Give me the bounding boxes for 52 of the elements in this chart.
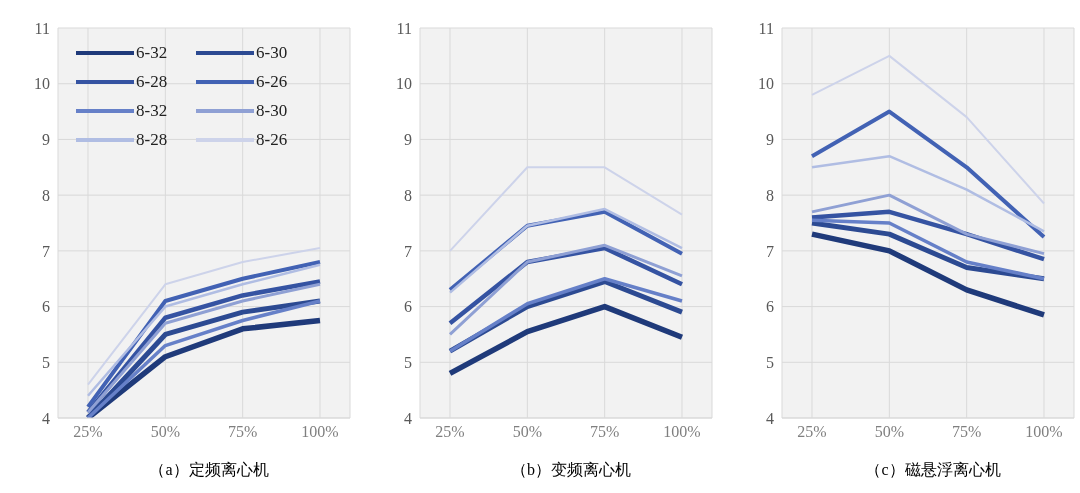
- line-series: [810, 109, 1046, 239]
- y-tick-label: 4: [766, 409, 774, 427]
- x-tick-label: 75%: [590, 423, 620, 441]
- legend-label: 6-26: [256, 71, 288, 92]
- y-tick-label: 8: [42, 186, 50, 204]
- y-tick-label: 9: [404, 131, 412, 149]
- legend-label: 8-26: [256, 129, 288, 150]
- legend-label: 8-32: [136, 100, 168, 121]
- x-tick-label: 100%: [663, 423, 701, 441]
- x-tick-label: 25%: [797, 423, 827, 441]
- y-tick-label: 4: [404, 409, 412, 427]
- y-tick-label: 10: [34, 75, 50, 93]
- y-tick-label: 10: [758, 75, 774, 93]
- legend-label: 8-28: [136, 129, 168, 150]
- y-tick-label: 9: [42, 131, 50, 149]
- y-tick-label: 9: [766, 131, 774, 149]
- y-tick-label: 5: [766, 353, 774, 371]
- x-tick-label: 100%: [1025, 423, 1063, 441]
- x-axis-title: （b）变频离心机: [510, 460, 632, 480]
- y-tick-label: 6: [404, 298, 412, 316]
- x-tick-label: 75%: [228, 423, 258, 441]
- legend-label: 8-30: [256, 100, 288, 121]
- line-series: [810, 154, 1046, 233]
- x-tick-label: 50%: [512, 423, 542, 441]
- y-tick-label: 8: [404, 186, 412, 204]
- y-tick-label: 10: [396, 75, 412, 93]
- legend-label: 6-30: [256, 42, 288, 63]
- y-tick-label: 6: [42, 298, 50, 316]
- line-series: [87, 247, 321, 386]
- line-series: [810, 193, 1046, 256]
- y-tick-label: 5: [42, 353, 50, 371]
- x-tick-label: 25%: [435, 423, 465, 441]
- y-tick-label: 11: [396, 19, 412, 37]
- y-tick-label: 11: [34, 19, 50, 37]
- y-tick-label: 7: [42, 242, 50, 260]
- y-tick-label: 11: [758, 19, 774, 37]
- line-series: [811, 54, 1045, 205]
- x-axis-title: （a）定频离心机: [148, 460, 270, 480]
- x-tick-label: 25%: [73, 423, 103, 441]
- x-axis-title: （c）磁悬浮离心机: [864, 460, 1002, 480]
- legend-label: 6-28: [136, 71, 168, 92]
- legend-label: 6-32: [136, 42, 168, 63]
- y-tick-label: 7: [766, 242, 774, 260]
- x-tick-label: 50%: [150, 423, 180, 441]
- x-tick-label: 75%: [952, 423, 982, 441]
- x-tick-label: 50%: [874, 423, 904, 441]
- y-tick-label: 7: [404, 242, 412, 260]
- y-tick-label: 6: [766, 298, 774, 316]
- x-tick-label: 100%: [301, 423, 339, 441]
- y-tick-label: 4: [42, 409, 50, 427]
- y-tick-label: 5: [404, 353, 412, 371]
- y-tick-label: 8: [766, 186, 774, 204]
